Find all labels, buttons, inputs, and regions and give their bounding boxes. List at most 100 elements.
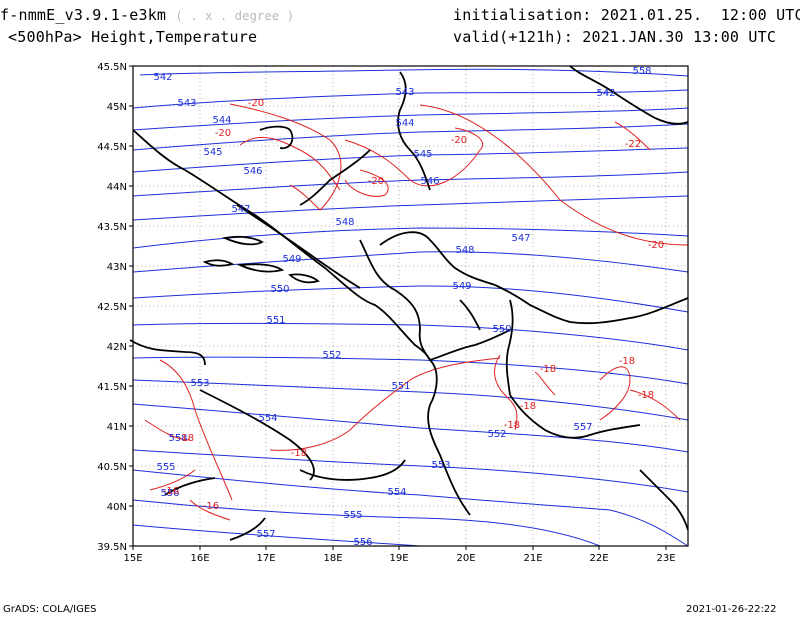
island (236, 263, 285, 273)
height-label: 551 (266, 315, 285, 326)
temperature-contour (149, 469, 196, 491)
temperature-contour (599, 366, 631, 421)
height-label: 547 (231, 204, 250, 215)
height-label: 549 (452, 281, 471, 292)
height-label: 543 (395, 87, 414, 98)
y-tick-label: 45N (107, 102, 127, 113)
temperature-contour (629, 389, 681, 421)
height-contour (132, 379, 689, 421)
temperature-label: -20 (215, 128, 231, 139)
temperature-contour (344, 169, 389, 197)
height-label: 544 (212, 115, 231, 126)
temperature-label: -16 (163, 486, 179, 497)
temperature-label: -20 (368, 176, 384, 187)
model-title: f-nmmE_v3.9.1-e3km ( . x . degree ) (0, 6, 295, 24)
height-label: 549 (282, 254, 301, 265)
temperature-contour (344, 127, 483, 187)
height-label: 557 (256, 529, 275, 540)
height-label: 558 (632, 66, 651, 77)
coastline-segment (397, 71, 431, 191)
x-tick-label: 23E (656, 553, 675, 564)
coastline-segment (132, 129, 431, 361)
y-tick-label: 44N (107, 182, 127, 193)
height-label: 554 (258, 413, 277, 424)
temperature-label: -18 (291, 448, 307, 459)
temperature-label: -22 (625, 139, 641, 150)
height-contour (132, 147, 689, 173)
units-label: ( . x . degree ) (175, 9, 295, 23)
y-tick-label: 39.5N (97, 542, 127, 553)
height-contour (132, 469, 689, 547)
height-label: 546 (420, 176, 439, 187)
temperature-contour (534, 371, 556, 396)
height-label: 558 (168, 433, 187, 444)
height-label: 542 (153, 72, 172, 83)
temperature-contour (239, 136, 341, 191)
height-contour (132, 499, 601, 547)
temperature-contour (269, 357, 501, 451)
y-axis-ticks: 45.5N 45N 44.5N 44N 43.5N 43N 42.5N 42N 41.5N 41N… (97, 62, 133, 553)
footer-date: 2021-01-26-22:22 (686, 604, 777, 615)
height-label: 550 (270, 284, 289, 295)
x-tick-label: 15E (123, 553, 142, 564)
footer-grads: GrADS: COLA/IGES (3, 604, 97, 615)
height-label: 545 (203, 147, 222, 158)
coastline-segment (299, 149, 371, 206)
y-tick-label: 40.5N (97, 462, 127, 473)
coastline-segment (639, 469, 689, 531)
height-contour (139, 68, 689, 77)
y-tick-label: 44.5N (97, 142, 127, 153)
x-tick-label: 20E (456, 553, 475, 564)
coastline-segment (509, 394, 641, 439)
height-contour (132, 107, 689, 131)
temperature-label: -18 (504, 420, 520, 431)
x-tick-label: 21E (523, 553, 542, 564)
island (288, 273, 320, 284)
temperature-label: -18 (619, 356, 635, 367)
temperature-contour (614, 121, 651, 151)
y-tick-label: 41.5N (97, 382, 127, 393)
coastline-segment (379, 231, 496, 286)
y-tick-label: 42.5N (97, 302, 127, 313)
x-tick-label: 17E (256, 553, 275, 564)
coastline-segment (129, 339, 206, 366)
valid-time: valid(+121h): 2021.JAN.30 13:00 UTC (453, 28, 777, 46)
coastline-segment (505, 299, 514, 396)
island (222, 235, 264, 246)
height-contour (132, 227, 689, 249)
height-contour (132, 524, 421, 547)
height-contour (132, 403, 689, 453)
height-contour (132, 322, 689, 351)
height-contour (132, 171, 689, 197)
coastline-segment (429, 329, 511, 361)
height-labels: 542 543 544 545 546 547 548 549 550 551 552 553 554 5… (153, 66, 651, 548)
coastline-segment (494, 284, 689, 325)
height-label: 551 (391, 381, 410, 392)
height-contour (132, 356, 689, 385)
height-label: 557 (573, 422, 592, 433)
y-tick-label: 45.5N (97, 62, 127, 73)
x-tick-label: 22E (589, 553, 608, 564)
temperature-label: -18 (520, 401, 536, 412)
temperature-contours (144, 103, 689, 521)
temperature-label: -18 (638, 390, 654, 401)
y-tick-label: 40N (107, 502, 127, 513)
height-label: 543 (177, 98, 196, 109)
x-tick-label: 18E (323, 553, 342, 564)
temperature-label: -18 (178, 433, 194, 444)
temperature-label: -18 (540, 364, 556, 375)
height-contour (132, 449, 689, 493)
y-tick-label: 41N (107, 422, 127, 433)
temperature-contour (144, 419, 191, 441)
temperature-contour (189, 499, 231, 521)
x-tick-label: 19E (389, 553, 408, 564)
temperature-contour (229, 103, 342, 211)
x-axis-ticks: 15E 16E 17E 18E 19E 20E 21E 22E 23E (123, 546, 676, 564)
x-tick-label: 16E (190, 553, 209, 564)
height-label: 553 (431, 460, 450, 471)
temperature-labels: -20-20-20-20-22-20-18-18-18-18-18-18-18-… (163, 98, 664, 512)
height-label: 555 (156, 462, 175, 473)
coastline-segment (259, 125, 294, 150)
y-tick-label: 43.5N (97, 222, 127, 233)
